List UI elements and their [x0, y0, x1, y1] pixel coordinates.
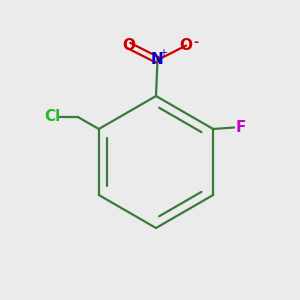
Text: N: N: [151, 52, 164, 68]
Text: O: O: [122, 38, 136, 53]
Text: F: F: [236, 120, 246, 135]
Text: +: +: [160, 48, 167, 59]
Text: O: O: [179, 38, 193, 53]
Text: Cl: Cl: [44, 110, 61, 124]
Text: -: -: [193, 36, 198, 49]
